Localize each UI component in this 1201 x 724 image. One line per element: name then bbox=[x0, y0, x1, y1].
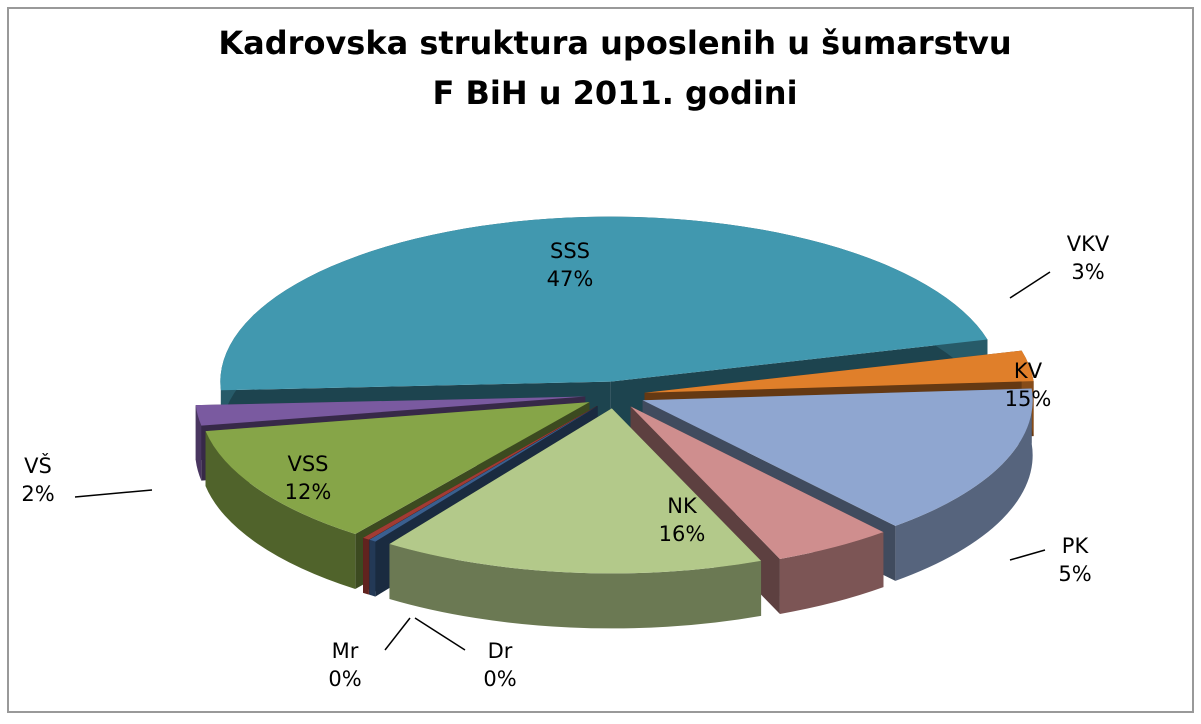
slice-side bbox=[363, 537, 369, 595]
slice-label: Mr bbox=[332, 639, 359, 663]
slice bbox=[644, 350, 1034, 393]
slice-value-label: 2% bbox=[21, 482, 54, 506]
slice bbox=[220, 216, 988, 391]
slice bbox=[630, 406, 884, 559]
leader-line bbox=[1009, 549, 1046, 561]
slice bbox=[369, 406, 598, 542]
slice-value-label: 16% bbox=[659, 522, 706, 546]
slice bbox=[389, 408, 762, 574]
slice-side bbox=[895, 388, 1033, 581]
leader-line bbox=[74, 489, 153, 498]
slice-value-label: 3% bbox=[1071, 260, 1104, 284]
slice-side bbox=[369, 539, 376, 597]
slice-value-label: 0% bbox=[328, 667, 361, 691]
slice bbox=[363, 405, 598, 540]
chart-title: F BiH u 2011. godini bbox=[432, 74, 797, 112]
slice bbox=[195, 396, 586, 426]
slice-label: SSS bbox=[550, 239, 590, 263]
slice-label: PK bbox=[1062, 534, 1090, 558]
slice-label: VSS bbox=[287, 452, 328, 476]
slice-value-label: 5% bbox=[1058, 562, 1091, 586]
slice bbox=[205, 402, 590, 535]
leader-line bbox=[384, 617, 411, 651]
slice-label: VKV bbox=[1067, 232, 1110, 256]
slice-label: KV bbox=[1014, 359, 1043, 383]
slice-value-label: 15% bbox=[1005, 387, 1052, 411]
slice-label: NK bbox=[667, 494, 698, 518]
slice-value-label: 12% bbox=[285, 480, 332, 504]
slice-value-label: 47% bbox=[547, 267, 594, 291]
slice-side bbox=[195, 405, 202, 481]
slice-label: VŠ bbox=[24, 453, 52, 478]
slice-label: Dr bbox=[488, 639, 513, 663]
slice-value-label: 0% bbox=[483, 667, 516, 691]
slice-side bbox=[389, 543, 762, 629]
leader-line bbox=[1009, 271, 1051, 299]
slice-side bbox=[205, 431, 356, 590]
slice bbox=[642, 388, 1033, 526]
slice-side bbox=[779, 532, 884, 614]
leader-line bbox=[414, 617, 466, 651]
chart-title: Kadrovska struktura uposlenih u šumarstv… bbox=[218, 24, 1011, 62]
